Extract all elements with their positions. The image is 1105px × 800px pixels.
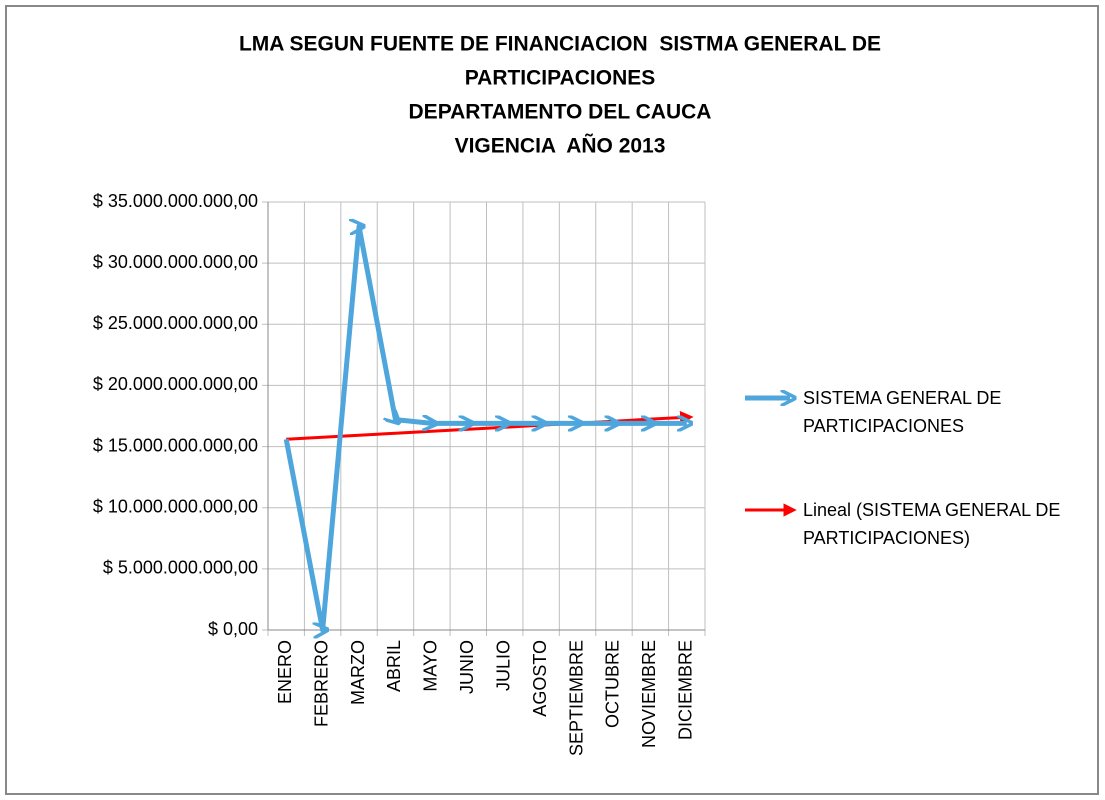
chart-title: PARTICIPACIONES <box>465 67 656 90</box>
chart-title: DEPARTAMENTO DEL CAUCA <box>409 101 712 124</box>
chart-title: LMA SEGUN FUENTE DE FINANCIACION SISTMA … <box>239 33 881 56</box>
x-tick-label: AGOSTO <box>530 640 550 717</box>
x-tick-label: ENERO <box>275 640 295 704</box>
y-tick-label: $ 0,00 <box>208 619 258 639</box>
legend-label: Lineal (SISTEMA GENERAL DE PARTICIPACION… <box>803 500 1061 548</box>
legend-label: SISTEMA GENERAL DE PARTICIPACIONES <box>803 388 1002 436</box>
x-tick-label: ABRIL <box>384 640 404 692</box>
x-tick-label: MAYO <box>421 640 441 692</box>
y-tick-label: $ 35.000.000.000,00 <box>93 191 258 211</box>
x-tick-label: JUNIO <box>457 640 477 694</box>
x-tick-label: DICIEMBRE <box>676 640 696 740</box>
x-tick-label: MARZO <box>348 640 368 705</box>
y-tick-label: $ 20.000.000.000,00 <box>93 374 258 394</box>
x-tick-label: OCTUBRE <box>603 640 623 728</box>
y-tick-label: $ 25.000.000.000,00 <box>93 313 258 333</box>
x-tick-label: FEBRERO <box>311 640 331 727</box>
x-tick-label: SEPTIEMBRE <box>566 640 586 756</box>
chart-title: VIGENCIA AÑO 2013 <box>455 135 666 158</box>
series-line <box>283 226 687 630</box>
y-tick-label: $ 10.000.000.000,00 <box>93 496 258 516</box>
x-tick-label: NOVIEMBRE <box>639 640 659 748</box>
y-tick-label: $ 30.000.000.000,00 <box>93 252 258 272</box>
y-tick-label: $ 15.000.000.000,00 <box>93 435 258 455</box>
x-tick-label: JULIO <box>493 640 513 691</box>
y-tick-label: $ 5.000.000.000,00 <box>103 558 258 578</box>
